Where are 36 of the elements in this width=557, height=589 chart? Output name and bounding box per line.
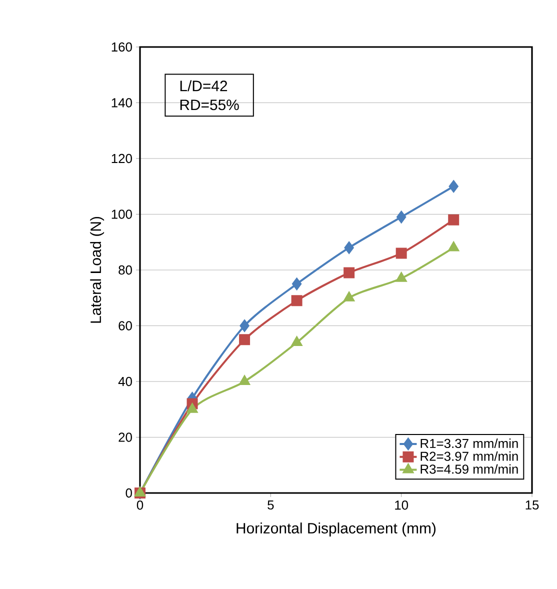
x-tick-label: 0 [136, 500, 144, 510]
y-tick-label: 100 [112, 210, 132, 219]
y-tick-label: 60 [118, 321, 132, 330]
y-tick-label: 80 [118, 265, 132, 275]
y-tick-label: 120 [112, 154, 132, 164]
y-tick-label: 40 [118, 376, 132, 386]
y-tick-label: 160 [112, 42, 132, 52]
point [186, 403, 198, 413]
x-axis-title: Horizontal Displacement (mm) [236, 522, 436, 536]
point [344, 242, 354, 254]
y-axis-title: Lateral Load (N) [90, 216, 104, 323]
point [292, 278, 302, 290]
legend-label: R1=3.37 mm/min [420, 438, 518, 448]
point [448, 180, 458, 192]
annotation: L/D=42 [180, 80, 228, 92]
point [344, 292, 354, 302]
y-tick-label: 140 [112, 98, 132, 108]
legend-label: R2=3.97 mm/min [420, 451, 518, 461]
point [448, 242, 459, 252]
point [396, 211, 406, 224]
point [396, 272, 407, 282]
y-tick-label: 20 [118, 432, 132, 442]
x-tick-label: 15 [526, 500, 539, 510]
legend-label: R3=4.59 mm/min [420, 464, 518, 474]
point [240, 320, 250, 332]
point [396, 248, 407, 259]
y-tick-label: 0 [126, 488, 132, 498]
point [239, 334, 250, 346]
x-tick-label: 5 [268, 500, 274, 510]
point [239, 375, 250, 385]
point [448, 214, 460, 226]
x-tick-label: 10 [395, 500, 408, 510]
point [291, 295, 302, 306]
point [291, 336, 302, 346]
point [344, 267, 355, 278]
annotation: RD=55% [180, 100, 239, 110]
